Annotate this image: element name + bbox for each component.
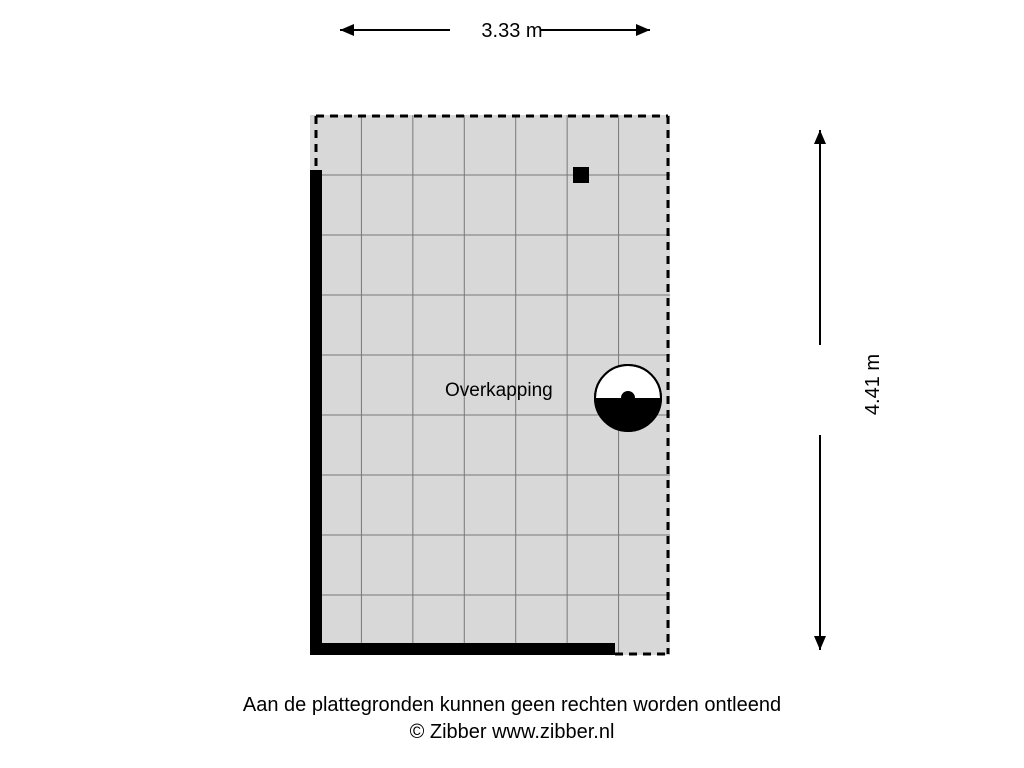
footer-line1: Aan de plattegronden kunnen geen rechten… xyxy=(0,692,1024,719)
dimension-height-wrap: 4.41 m xyxy=(843,0,904,768)
footer-disclaimer: Aan de plattegronden kunnen geen rechten… xyxy=(0,692,1024,746)
room-label: Overkapping xyxy=(445,380,553,402)
footer-line2: © Zibber www.zibber.nl xyxy=(0,719,1024,746)
dimension-height-label: 4.41 m xyxy=(862,353,885,414)
